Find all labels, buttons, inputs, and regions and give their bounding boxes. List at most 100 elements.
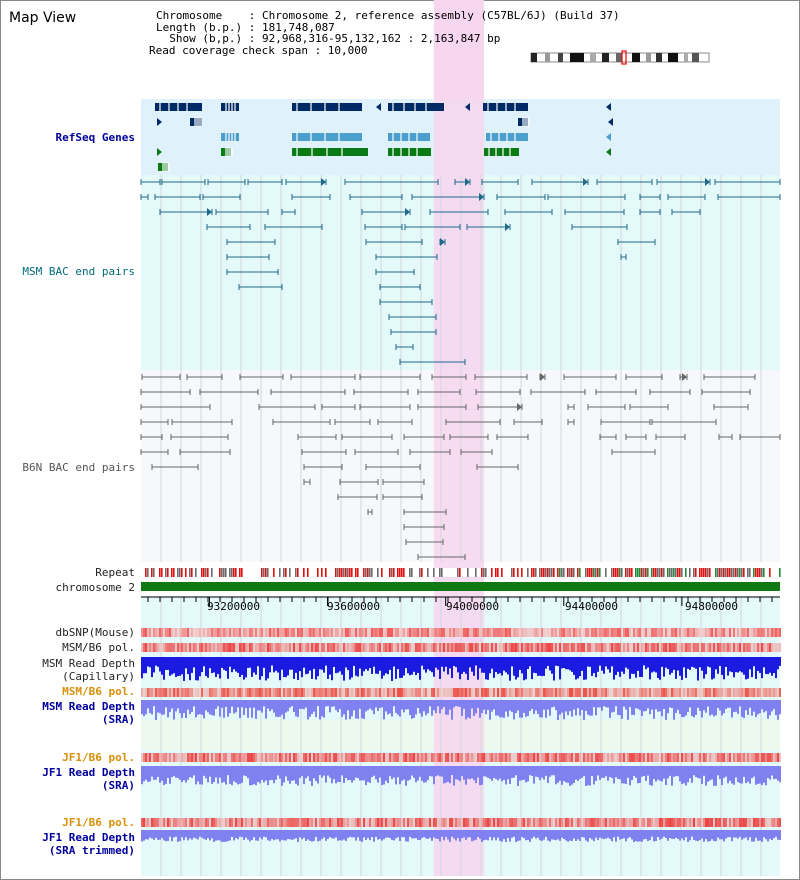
polymorphism-cell xyxy=(631,753,633,762)
polymorphism-cell xyxy=(403,818,405,827)
polymorphism-cell xyxy=(361,643,363,652)
read-depth-bar xyxy=(147,700,149,709)
polymorphism-cell xyxy=(641,643,643,652)
repeat-element xyxy=(641,568,643,577)
polymorphism-cell xyxy=(271,643,273,652)
polymorphism-cell xyxy=(479,628,481,637)
read-depth-bar xyxy=(691,700,693,717)
refseq-gene xyxy=(292,148,368,156)
repeat-element xyxy=(653,568,655,577)
read-depth-bar xyxy=(289,700,291,708)
polymorphism-cell xyxy=(217,628,219,637)
read-depth-bar xyxy=(155,766,157,780)
polymorphism-cell xyxy=(179,688,181,697)
polymorphism-cell xyxy=(171,628,173,637)
track-label-repeat[interactable]: Repeat xyxy=(95,566,135,579)
repeat-element xyxy=(693,568,695,577)
read-depth-bar xyxy=(441,766,443,777)
read-depth-bar xyxy=(601,657,603,671)
polymorphism-cell xyxy=(217,688,219,697)
polymorphism-cell xyxy=(389,753,391,762)
polymorphism-cell xyxy=(711,643,713,652)
read-depth-bar xyxy=(397,766,399,778)
polymorphism-cell xyxy=(473,753,475,762)
read-depth-bar xyxy=(697,830,699,841)
read-depth-bar xyxy=(625,830,627,842)
read-depth-bar xyxy=(143,766,145,782)
read-depth-bar xyxy=(293,830,295,840)
track-label-msm-read-depth-cap[interactable]: MSM Read Depth (Capillary) xyxy=(8,657,135,683)
read-depth-bar xyxy=(743,766,745,777)
repeat-element xyxy=(367,568,369,577)
polymorphism-cell xyxy=(477,643,479,652)
polymorphism-cell xyxy=(153,643,155,652)
repeat-element xyxy=(535,568,537,577)
polymorphism-cell xyxy=(367,643,369,652)
polymorphism-cell xyxy=(501,688,503,697)
polymorphism-cell xyxy=(715,753,717,762)
read-depth-bar xyxy=(703,657,705,679)
track-label-chromosome[interactable]: chromosome 2 xyxy=(55,581,135,594)
polymorphism-cell xyxy=(379,628,381,637)
read-depth-bar xyxy=(763,657,765,668)
polymorphism-cell xyxy=(737,753,739,762)
read-depth-bar xyxy=(649,766,651,785)
polymorphism-cell xyxy=(319,818,321,827)
track-label-dbsnp[interactable]: dbSNP(Mouse) xyxy=(55,626,135,639)
read-depth-bar xyxy=(607,657,609,670)
polymorphism-cell xyxy=(353,643,355,652)
axis-tick-label: 94800000 xyxy=(685,600,738,613)
read-depth-bar xyxy=(521,830,523,838)
track-label-refseq[interactable]: RefSeq Genes xyxy=(55,131,135,144)
polymorphism-cell xyxy=(197,628,199,637)
read-depth-bar xyxy=(517,830,519,842)
track-label-jf1-read-depth-trim[interactable]: JF1 Read Depth (SRA trimmed) xyxy=(8,831,135,857)
refseq-exon-gap xyxy=(296,147,298,157)
polymorphism-cell xyxy=(773,643,775,652)
repeat-element xyxy=(591,568,593,577)
track-label-b6n-bac[interactable]: B6N BAC end pairs xyxy=(22,461,135,474)
polymorphism-cell xyxy=(611,818,613,827)
repeat-element xyxy=(587,568,589,577)
repeat-element xyxy=(265,568,267,577)
read-depth-bar xyxy=(729,700,731,708)
polymorphism-cell xyxy=(487,628,489,637)
repeat-element xyxy=(145,568,147,577)
read-depth-bar xyxy=(493,766,495,778)
polymorphism-cell xyxy=(395,818,397,827)
polymorphism-cell xyxy=(773,688,775,697)
track-label-jf1-read-depth-sra[interactable]: JF1 Read Depth (SRA) xyxy=(8,766,135,792)
polymorphism-cell xyxy=(171,643,173,652)
polymorphism-cell xyxy=(429,688,431,697)
read-depth-bar xyxy=(617,830,619,837)
read-depth-bar xyxy=(743,700,745,719)
polymorphism-cell xyxy=(467,753,469,762)
polymorphism-cell xyxy=(737,818,739,827)
polymorphism-cell xyxy=(595,818,597,827)
polymorphism-cell xyxy=(243,818,245,827)
track-label-msm-bac[interactable]: MSM BAC end pairs xyxy=(22,265,135,278)
polymorphism-cell xyxy=(703,628,705,637)
read-depth-bar xyxy=(601,766,603,778)
track-label-jf1-b6-pol-2[interactable]: JF1/B6 pol. xyxy=(62,816,135,829)
polymorphism-cell xyxy=(653,643,655,652)
track-label-msm-read-depth-sra[interactable]: MSM Read Depth (SRA) xyxy=(8,700,135,726)
read-depth-bar xyxy=(305,830,307,841)
polymorphism-cell xyxy=(539,753,541,762)
read-depth-bar xyxy=(465,700,467,720)
polymorphism-cell xyxy=(345,753,347,762)
read-depth-bar xyxy=(185,766,187,783)
polymorphism-cell xyxy=(251,753,253,762)
repeat-element xyxy=(391,568,393,577)
read-depth-bar xyxy=(609,700,611,718)
track-label-msm-b6-pol-1[interactable]: MSM/B6 pol. xyxy=(62,641,135,654)
repeat-element xyxy=(739,568,741,577)
read-depth-bar xyxy=(461,657,463,674)
track-label-jf1-b6-pol-1[interactable]: JF1/B6 pol. xyxy=(62,751,135,764)
read-depth-bar xyxy=(633,657,635,674)
read-depth-bar xyxy=(193,657,195,668)
polymorphism-cell xyxy=(533,753,535,762)
track-label-msm-b6-pol-2[interactable]: MSM/B6 pol. xyxy=(62,685,135,698)
polymorphism-cell xyxy=(663,628,665,637)
polymorphism-cell xyxy=(717,628,719,637)
